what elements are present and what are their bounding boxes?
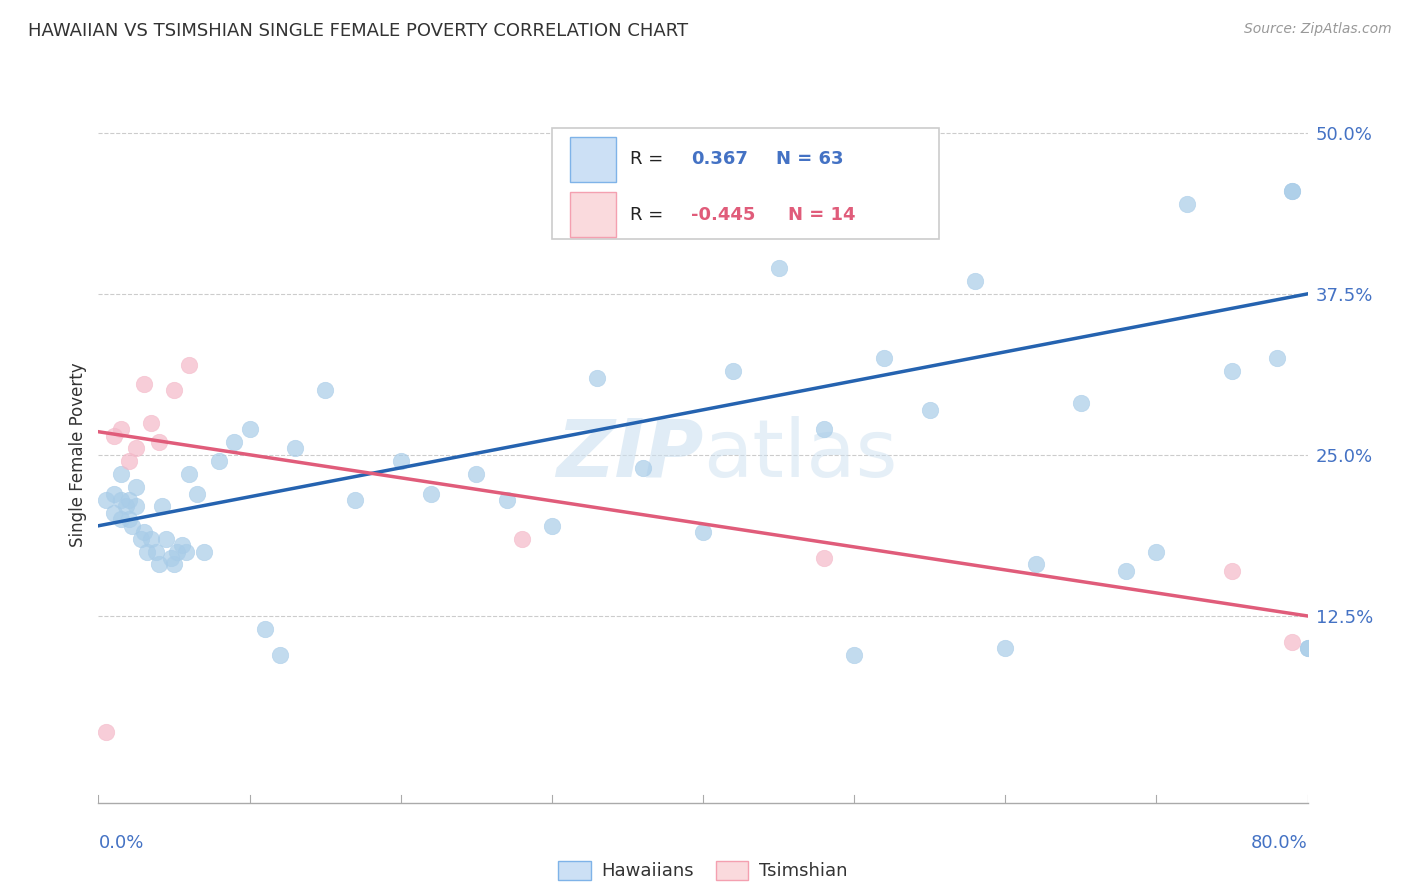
Point <box>965 274 987 288</box>
Point <box>103 506 125 520</box>
Point <box>1115 564 1137 578</box>
Text: 80.0%: 80.0% <box>1251 834 1308 852</box>
Point <box>269 648 291 662</box>
Point <box>495 493 517 508</box>
Point <box>1281 184 1303 198</box>
Point <box>193 544 215 558</box>
Text: R =: R = <box>630 150 669 169</box>
Point <box>1144 544 1167 558</box>
Point <box>465 467 488 482</box>
Point <box>150 500 173 514</box>
Point <box>1070 396 1092 410</box>
Point <box>813 551 835 566</box>
Point <box>224 435 246 450</box>
Text: N = 63: N = 63 <box>776 150 844 169</box>
Point <box>314 384 336 398</box>
Point <box>844 648 866 662</box>
Point <box>166 544 188 558</box>
Point <box>1175 196 1198 211</box>
Text: HAWAIIAN VS TSIMSHIAN SINGLE FEMALE POVERTY CORRELATION CHART: HAWAIIAN VS TSIMSHIAN SINGLE FEMALE POVE… <box>28 22 689 40</box>
Point <box>1296 641 1319 656</box>
Point <box>94 493 117 508</box>
Point <box>118 454 141 468</box>
Point <box>103 486 125 500</box>
Point <box>170 538 193 552</box>
Point <box>631 460 654 475</box>
Point <box>148 558 170 572</box>
Y-axis label: Single Female Poverty: Single Female Poverty <box>69 363 87 547</box>
Text: ZIP: ZIP <box>555 416 703 494</box>
Text: R =: R = <box>630 206 669 224</box>
Point <box>118 493 141 508</box>
Point <box>163 558 186 572</box>
Point <box>186 486 208 500</box>
Point <box>155 532 177 546</box>
Point <box>540 518 562 533</box>
Point <box>284 442 307 456</box>
Point <box>121 518 143 533</box>
Point <box>110 422 132 436</box>
Point <box>141 416 163 430</box>
Point <box>1265 351 1288 366</box>
Point <box>141 532 163 546</box>
Point <box>125 442 148 456</box>
Point <box>208 454 231 468</box>
Point <box>132 377 155 392</box>
Text: atlas: atlas <box>703 416 897 494</box>
Point <box>1281 184 1303 198</box>
Point <box>389 454 412 468</box>
Point <box>1220 564 1243 578</box>
Point <box>135 544 157 558</box>
Point <box>344 493 367 508</box>
FancyBboxPatch shape <box>551 128 939 239</box>
Point <box>994 641 1017 656</box>
Text: N = 14: N = 14 <box>787 206 855 224</box>
Point <box>118 512 141 526</box>
Point <box>813 422 835 436</box>
Point <box>110 467 132 482</box>
Point <box>918 402 941 417</box>
FancyBboxPatch shape <box>569 136 616 182</box>
Point <box>110 493 132 508</box>
Point <box>110 512 132 526</box>
Text: -0.445: -0.445 <box>690 206 755 224</box>
Point <box>692 525 714 540</box>
Point <box>510 532 533 546</box>
Point <box>239 422 262 436</box>
Point <box>125 480 148 494</box>
Point <box>253 622 276 636</box>
Point <box>148 435 170 450</box>
Legend: Hawaiians, Tsimshian: Hawaiians, Tsimshian <box>551 854 855 888</box>
Text: 0.0%: 0.0% <box>98 834 143 852</box>
FancyBboxPatch shape <box>569 193 616 237</box>
Point <box>1220 364 1243 378</box>
Point <box>132 525 155 540</box>
Point <box>177 358 201 372</box>
Point <box>94 725 117 739</box>
Text: Source: ZipAtlas.com: Source: ZipAtlas.com <box>1244 22 1392 37</box>
Point <box>177 467 201 482</box>
Point <box>1281 634 1303 648</box>
Point <box>1024 558 1046 572</box>
Point <box>163 384 186 398</box>
Point <box>103 428 125 442</box>
Point <box>1296 641 1319 656</box>
Point <box>125 500 148 514</box>
Point <box>586 370 609 384</box>
Text: 0.367: 0.367 <box>690 150 748 169</box>
Point <box>129 532 152 546</box>
Point <box>145 544 167 558</box>
Point <box>721 364 744 378</box>
Point <box>174 544 197 558</box>
Point <box>160 551 183 566</box>
Point <box>768 261 790 276</box>
Point <box>419 486 441 500</box>
Point <box>873 351 896 366</box>
Point <box>114 500 136 514</box>
